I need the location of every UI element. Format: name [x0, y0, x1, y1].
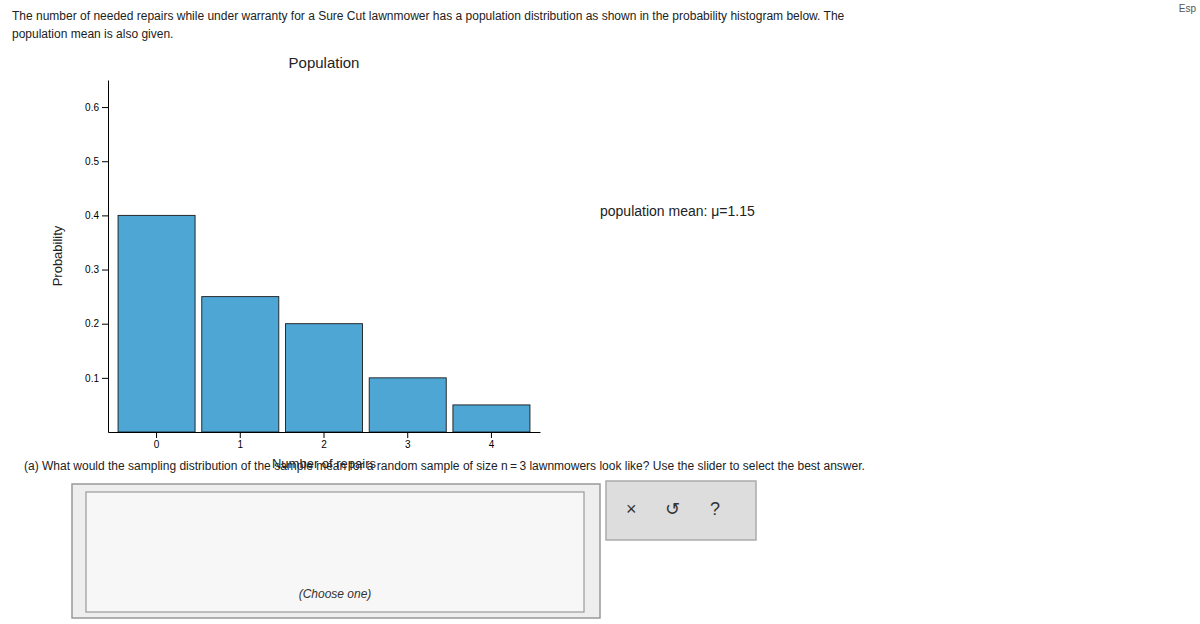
x-axis: 0 1 2 3 4: [109, 432, 541, 450]
x-tick: 3: [405, 432, 411, 450]
bar: [453, 405, 530, 432]
x-tick-label: 0: [154, 439, 160, 450]
y-tick: 0.4: [85, 210, 108, 221]
bar: [285, 324, 362, 432]
y-tick: 0.6: [85, 102, 108, 113]
y-tick: 0.5: [85, 156, 108, 167]
description-line: The number of needed repairs while under…: [12, 9, 845, 23]
answer-inner-box: [86, 492, 584, 612]
bars: [118, 215, 530, 432]
x-tick: 0: [154, 432, 160, 450]
y-tick: 0.3: [85, 264, 108, 275]
bar: [369, 378, 446, 432]
control-help: ?: [710, 499, 720, 519]
bar: [202, 297, 279, 432]
x-tick: 4: [489, 432, 495, 450]
y-tick-mark: [102, 378, 108, 379]
x-tick: 1: [237, 432, 243, 450]
y-tick-mark: [102, 324, 108, 325]
y-tick-mark: [102, 107, 108, 108]
y-tick-label: 0.2: [85, 318, 99, 329]
x-tick-mark: [491, 432, 492, 438]
y-tick-mark: [102, 161, 108, 162]
mean-label: population mean: μ=1.15: [600, 203, 755, 219]
x-tick-label: 1: [237, 439, 243, 450]
y-tick: 0.2: [85, 318, 108, 329]
answer-box: [72, 484, 600, 618]
y-tick-label: 0.5: [85, 156, 99, 167]
y-tick: 0.1: [85, 373, 108, 384]
x-tick-label: 4: [489, 439, 495, 450]
control-box: [606, 481, 756, 540]
y-tick-label: 0.1: [85, 373, 99, 384]
watermark: Esp: [1179, 3, 1197, 14]
y-tick-label: 0.6: [85, 102, 99, 113]
bar: [118, 215, 195, 432]
x-tick-mark: [156, 432, 157, 438]
y-tick-mark: [102, 215, 108, 216]
x-tick: 2: [321, 432, 327, 450]
choose-one: (Choose one): [299, 587, 372, 601]
x-tick-mark: [324, 432, 325, 438]
x-tick-label: 3: [405, 439, 411, 450]
y-axis-line: [108, 81, 109, 433]
control-undo: ↺: [665, 499, 680, 519]
question-text: (a) What would the sampling distribution…: [24, 459, 865, 473]
x-tick-label: 2: [321, 439, 327, 450]
y-tick-label: 0.3: [85, 264, 99, 275]
y-axis: 0.1 0.2 0.3 0.4 0.5 0.6: [85, 81, 108, 433]
y-tick-label: 0.4: [85, 210, 99, 221]
x-tick-mark: [407, 432, 408, 438]
y-axis-label: Probability: [50, 225, 65, 286]
plot: 0.10.20.30.40.50.601234PopulationNumber …: [50, 54, 541, 471]
control-close: ×: [626, 499, 637, 519]
description-line: population mean is also given.: [12, 27, 173, 41]
title: Population: [289, 54, 360, 71]
y-tick-mark: [102, 270, 108, 271]
chart: The number of needed repairs while under…: [0, 0, 1200, 624]
x-tick-mark: [240, 432, 241, 438]
